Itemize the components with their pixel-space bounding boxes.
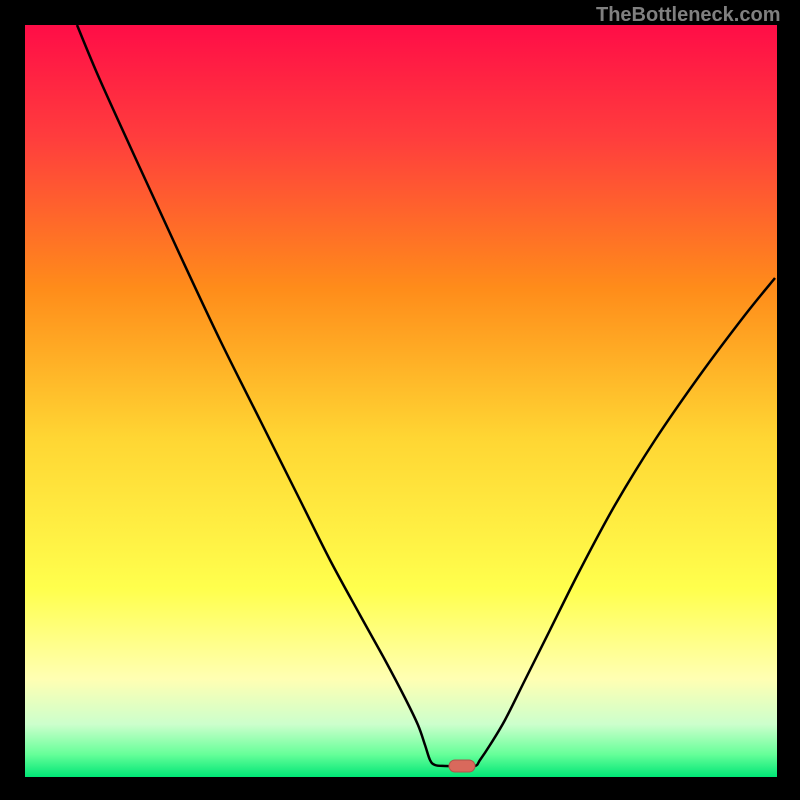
chart-container: TheBottleneck.com: [0, 0, 800, 800]
plot-background: [25, 25, 777, 777]
chart-svg: [0, 0, 800, 800]
watermark-text: TheBottleneck.com: [596, 4, 780, 27]
optimal-marker: [449, 760, 475, 772]
